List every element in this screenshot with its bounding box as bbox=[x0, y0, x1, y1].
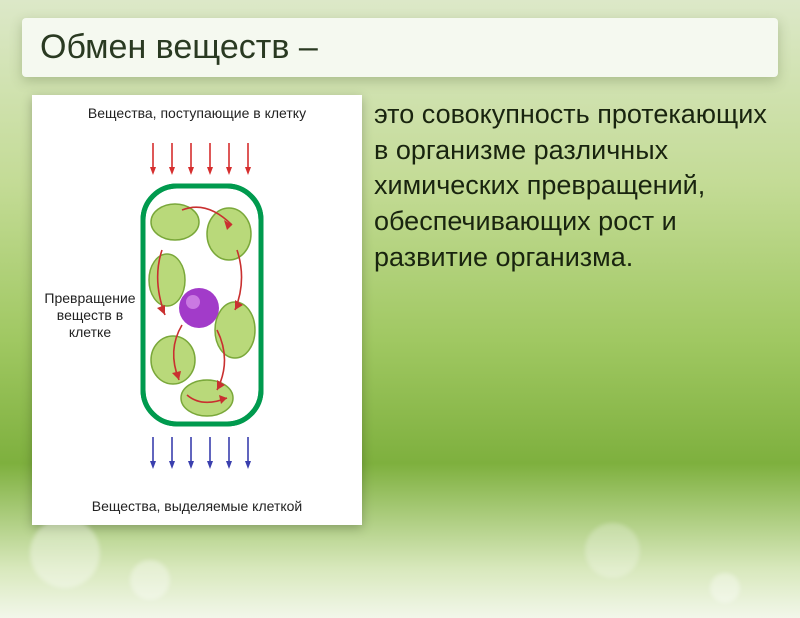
label-substances-out: Вещества, выделяемые клеткой bbox=[32, 498, 362, 515]
cell-diagram-panel: Вещества, поступающие в клетку Превращен… bbox=[32, 95, 362, 525]
title-bar: Обмен веществ – bbox=[22, 18, 778, 77]
label-substances-in: Вещества, поступающие в клетку bbox=[32, 105, 362, 122]
decorative-bokeh bbox=[130, 560, 170, 600]
plant-cell-icon bbox=[137, 180, 267, 430]
arrows-in-icon bbox=[147, 143, 257, 177]
definition-text: это совокупность протекающих в организме… bbox=[374, 95, 774, 525]
page-title: Обмен веществ – bbox=[40, 28, 760, 67]
decorative-bokeh bbox=[30, 518, 100, 588]
content-row: Вещества, поступающие в клетку Превращен… bbox=[0, 77, 800, 525]
arrows-out-group bbox=[147, 437, 257, 471]
label-transformation: Превращение веществ в клетке bbox=[40, 290, 140, 340]
decorative-bokeh bbox=[585, 523, 640, 578]
arrows-out-icon bbox=[147, 437, 257, 471]
decorative-bokeh bbox=[710, 573, 740, 603]
arrows-in-group bbox=[147, 143, 257, 177]
